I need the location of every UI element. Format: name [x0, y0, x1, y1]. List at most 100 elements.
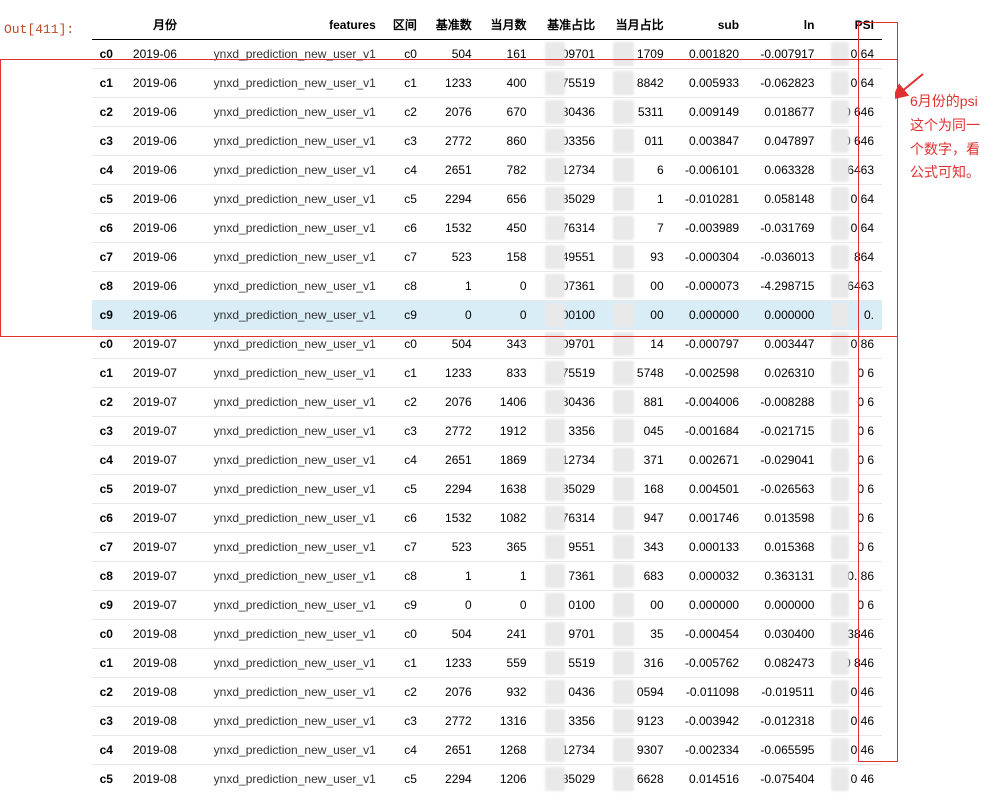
cell-base-count: 2294	[425, 765, 480, 793]
cell-base-count: 1532	[425, 504, 480, 533]
cell-base-count: 504	[425, 330, 480, 359]
table-row: c62019-07ynxd_prediction_new_user_v1c615…	[92, 504, 882, 533]
cell-psi: 0 46	[822, 765, 882, 793]
cell-index: c6	[92, 504, 121, 533]
table-body: c02019-06ynxd_prediction_new_user_v1c050…	[92, 40, 882, 793]
cell-psi: 0 64	[822, 40, 882, 69]
header-ln: ln	[747, 10, 822, 40]
cell-psi: 0 6	[822, 388, 882, 417]
cell-psi: 0 6	[822, 475, 882, 504]
cell-bucket: c4	[384, 736, 425, 765]
cell-cur-pct: 14	[603, 330, 672, 359]
cell-base-pct: 07361	[535, 272, 604, 301]
cell-bucket: c1	[384, 649, 425, 678]
cell-index: c4	[92, 736, 121, 765]
cell-base-count: 523	[425, 243, 480, 272]
cell-ln: 0.000000	[747, 591, 822, 620]
header-cur-pct: 当月占比	[603, 10, 672, 40]
cell-features: ynxd_prediction_new_user_v1	[185, 127, 384, 156]
cell-cur-pct: 93	[603, 243, 672, 272]
cell-bucket: c4	[384, 156, 425, 185]
cell-index: c9	[92, 301, 121, 330]
cell-sub: -0.011098	[672, 678, 747, 707]
cell-month: 2019-06	[121, 98, 185, 127]
cell-ln: 0.013598	[747, 504, 822, 533]
header-features: features	[185, 10, 384, 40]
table-row: c12019-08ynxd_prediction_new_user_v1c112…	[92, 649, 882, 678]
cell-month: 2019-08	[121, 678, 185, 707]
cell-features: ynxd_prediction_new_user_v1	[185, 69, 384, 98]
cell-index: c2	[92, 678, 121, 707]
cell-psi: 0 846	[822, 649, 882, 678]
annotation-text: 6月份的psi这个为同一个数字，看公式可知。	[910, 90, 990, 185]
cell-cur-count: 833	[480, 359, 535, 388]
header-psi: PSI	[822, 10, 882, 40]
cell-bucket: c5	[384, 765, 425, 793]
cell-psi: 0 646	[822, 98, 882, 127]
cell-ln: -0.029041	[747, 446, 822, 475]
cell-bucket: c5	[384, 185, 425, 214]
cell-ln: -0.075404	[747, 765, 822, 793]
cell-cur-count: 1406	[480, 388, 535, 417]
cell-sub: -0.002598	[672, 359, 747, 388]
table-row: c12019-07ynxd_prediction_new_user_v1c112…	[92, 359, 882, 388]
cell-cur-pct: 00	[603, 272, 672, 301]
cell-cur-pct: 5748	[603, 359, 672, 388]
cell-index: c9	[92, 591, 121, 620]
cell-psi: 0 46	[822, 678, 882, 707]
cell-bucket: c4	[384, 446, 425, 475]
table-row: c42019-06ynxd_prediction_new_user_v1c426…	[92, 156, 882, 185]
cell-features: ynxd_prediction_new_user_v1	[185, 243, 384, 272]
cell-index: c4	[92, 446, 121, 475]
table-row: c02019-07ynxd_prediction_new_user_v1c050…	[92, 330, 882, 359]
cell-psi: 0 6	[822, 533, 882, 562]
cell-psi: 0 46	[822, 707, 882, 736]
cell-index: c1	[92, 649, 121, 678]
cell-cur-pct: 343	[603, 533, 672, 562]
cell-cur-count: 161	[480, 40, 535, 69]
header-base-pct: 基准占比	[535, 10, 604, 40]
cell-index: c1	[92, 69, 121, 98]
cell-sub: -0.003989	[672, 214, 747, 243]
cell-features: ynxd_prediction_new_user_v1	[185, 707, 384, 736]
cell-cur-pct: 045	[603, 417, 672, 446]
cell-bucket: c1	[384, 359, 425, 388]
cell-cur-pct: 00	[603, 591, 672, 620]
cell-sub: -0.002334	[672, 736, 747, 765]
cell-psi: 0 64	[822, 69, 882, 98]
cell-cur-pct: 1	[603, 185, 672, 214]
cell-features: ynxd_prediction_new_user_v1	[185, 649, 384, 678]
table-row: c42019-07ynxd_prediction_new_user_v1c426…	[92, 446, 882, 475]
cell-month: 2019-07	[121, 359, 185, 388]
cell-index: c8	[92, 272, 121, 301]
cell-features: ynxd_prediction_new_user_v1	[185, 98, 384, 127]
cell-features: ynxd_prediction_new_user_v1	[185, 678, 384, 707]
cell-base-count: 2076	[425, 678, 480, 707]
table-row: c42019-08ynxd_prediction_new_user_v1c426…	[92, 736, 882, 765]
cell-bucket: c3	[384, 127, 425, 156]
cell-features: ynxd_prediction_new_user_v1	[185, 40, 384, 69]
cell-features: ynxd_prediction_new_user_v1	[185, 359, 384, 388]
table-row: c52019-08ynxd_prediction_new_user_v1c522…	[92, 765, 882, 793]
cell-features: ynxd_prediction_new_user_v1	[185, 475, 384, 504]
cell-base-pct: 09701	[535, 330, 604, 359]
cell-psi: 0. 86	[822, 562, 882, 591]
cell-cur-pct: 6	[603, 156, 672, 185]
cell-features: ynxd_prediction_new_user_v1	[185, 736, 384, 765]
cell-cur-count: 1	[480, 562, 535, 591]
cell-cur-pct: 35	[603, 620, 672, 649]
cell-cur-pct: 683	[603, 562, 672, 591]
cell-base-count: 1233	[425, 649, 480, 678]
cell-bucket: c1	[384, 69, 425, 98]
cell-psi: 0 6	[822, 504, 882, 533]
cell-features: ynxd_prediction_new_user_v1	[185, 591, 384, 620]
cell-cur-pct: 8842	[603, 69, 672, 98]
cell-ln: -4.298715	[747, 272, 822, 301]
cell-sub: 0.014516	[672, 765, 747, 793]
cell-features: ynxd_prediction_new_user_v1	[185, 417, 384, 446]
cell-month: 2019-06	[121, 69, 185, 98]
cell-base-pct: 12734	[535, 736, 604, 765]
cell-ln: -0.062823	[747, 69, 822, 98]
cell-ln: -0.026563	[747, 475, 822, 504]
cell-cur-pct: 011	[603, 127, 672, 156]
